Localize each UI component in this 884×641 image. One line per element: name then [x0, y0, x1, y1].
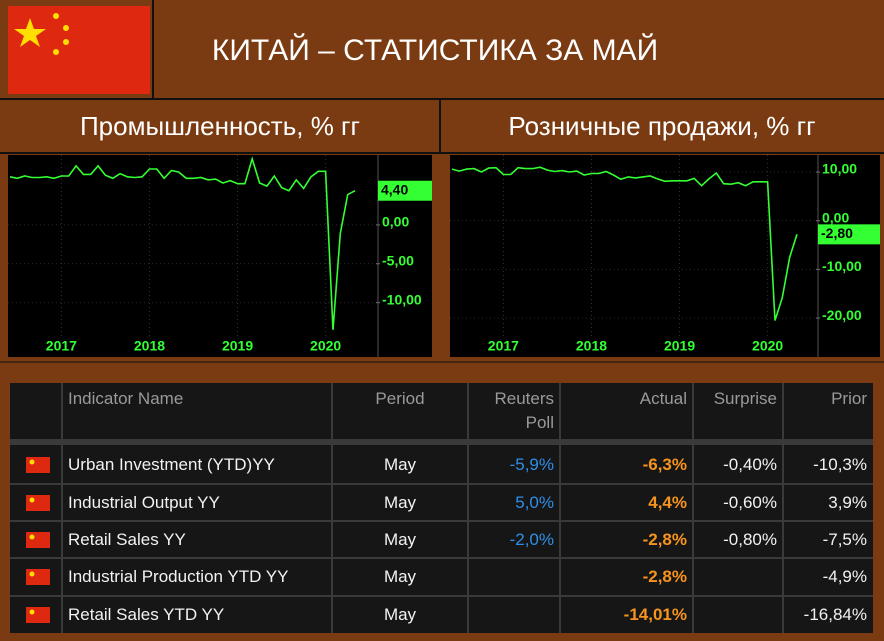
table-cell: 3,9% — [828, 493, 867, 512]
current-value-box — [818, 224, 880, 245]
table-cell: May — [383, 605, 417, 624]
table-cell: -6,3% — [642, 455, 687, 474]
country-flag — [26, 457, 50, 473]
flag — [8, 6, 150, 94]
flag-star — [53, 49, 59, 55]
y-tick-label: -5,00 — [382, 252, 414, 268]
table-cell: Retail Sales YTD YY — [68, 605, 225, 624]
column-header: Actual — [639, 389, 687, 408]
country-flag — [26, 495, 50, 511]
row-divider — [10, 483, 873, 485]
table-cell: Industrial Production YTD YY — [68, 567, 289, 586]
table-cell: -10,3% — [813, 455, 867, 474]
flag — [26, 532, 50, 548]
column-divider — [467, 383, 469, 633]
table-cell: -0,60% — [723, 493, 777, 512]
line — [451, 166, 798, 321]
current-value-box — [378, 180, 432, 201]
flag-star — [29, 534, 35, 540]
column-header: Period — [375, 389, 425, 408]
column-divider — [331, 383, 333, 633]
column-header: Prior — [831, 389, 867, 408]
table-cell: -7,5% — [822, 530, 867, 549]
column-header: Surprise — [713, 389, 777, 408]
table-cell: -5,9% — [509, 455, 554, 474]
table-cell: May — [383, 530, 417, 549]
y-tick-label: 0,00 — [382, 214, 409, 230]
x-tick-label: 2018 — [576, 338, 607, 354]
column-divider — [559, 383, 561, 633]
y-tick-label: 10,00 — [822, 161, 857, 177]
table-cell: -0,80% — [723, 530, 777, 549]
table-cell: 4,4% — [648, 493, 687, 512]
x-tick-label: 2019 — [222, 338, 253, 354]
data-table: Indicator Name Period Reuters Poll Actual Su… — [10, 383, 873, 633]
flag-star — [29, 571, 35, 577]
flag-star — [29, 459, 35, 465]
y-tick-label: 0,00 — [822, 209, 849, 225]
x-tick-label: 2020 — [310, 338, 341, 354]
column-divider — [692, 383, 694, 633]
table-cell: Industrial Output YY — [68, 493, 220, 512]
row-divider — [10, 520, 873, 522]
x-tick-label: 2018 — [134, 338, 165, 354]
table-cell: Urban Investment (YTD)YY — [68, 455, 275, 474]
table-cell: 5,0% — [515, 493, 554, 512]
x-tick-label: 2020 — [752, 338, 783, 354]
country-flag — [26, 532, 50, 548]
table-cell: -14,01% — [623, 605, 687, 624]
column-divider — [782, 383, 784, 633]
page-title: КИТАЙ – СТАТИСТИКА ЗА МАЙ — [212, 33, 658, 67]
flag-star — [14, 18, 46, 47]
flag-star — [63, 39, 69, 45]
x-tick-label: 2019 — [664, 338, 695, 354]
column-header: Indicator Name — [68, 389, 184, 408]
table-cell: -4,9% — [822, 567, 867, 586]
row-divider — [10, 557, 873, 559]
flag — [26, 495, 50, 511]
x-tick-label: 2017 — [488, 338, 519, 354]
table-cell: May — [383, 567, 417, 586]
x-tick-label: 2017 — [46, 338, 77, 354]
table-cell: -0,40% — [723, 455, 777, 474]
chart-title: Промышленность, % гг — [80, 111, 360, 141]
y-tick-label: -10,00 — [822, 258, 862, 274]
chart-title: Розничные продажи, % гг — [508, 111, 815, 141]
row-divider — [10, 595, 873, 597]
flag-star — [29, 609, 35, 615]
y-tick-label: -20,00 — [822, 307, 862, 323]
plot-area — [450, 155, 880, 357]
flag-star — [29, 497, 35, 503]
table-cell: -16,84% — [803, 605, 867, 624]
table-cell: -2,8% — [642, 530, 687, 549]
flag — [26, 457, 50, 473]
table-cell: -2,8% — [642, 567, 687, 586]
column-header: Reuters Poll — [494, 389, 554, 432]
current-value-label: -2,80 — [821, 225, 853, 241]
y-tick-label: -10,00 — [382, 291, 422, 307]
table-cell: -2,0% — [509, 530, 554, 549]
table-cell: May — [383, 493, 417, 512]
flag-star — [53, 13, 59, 19]
column-divider — [61, 383, 63, 633]
table-cell: May — [383, 455, 417, 474]
table-cell: Retail Sales YY — [68, 530, 186, 549]
country-flag — [26, 607, 50, 623]
current-value-label: 4,40 — [381, 181, 408, 197]
plot-area — [8, 155, 432, 357]
country-flag — [26, 569, 50, 585]
row-divider — [10, 439, 873, 445]
flag — [26, 607, 50, 623]
flag — [26, 569, 50, 585]
flag-star — [63, 25, 69, 31]
line — [9, 156, 356, 330]
